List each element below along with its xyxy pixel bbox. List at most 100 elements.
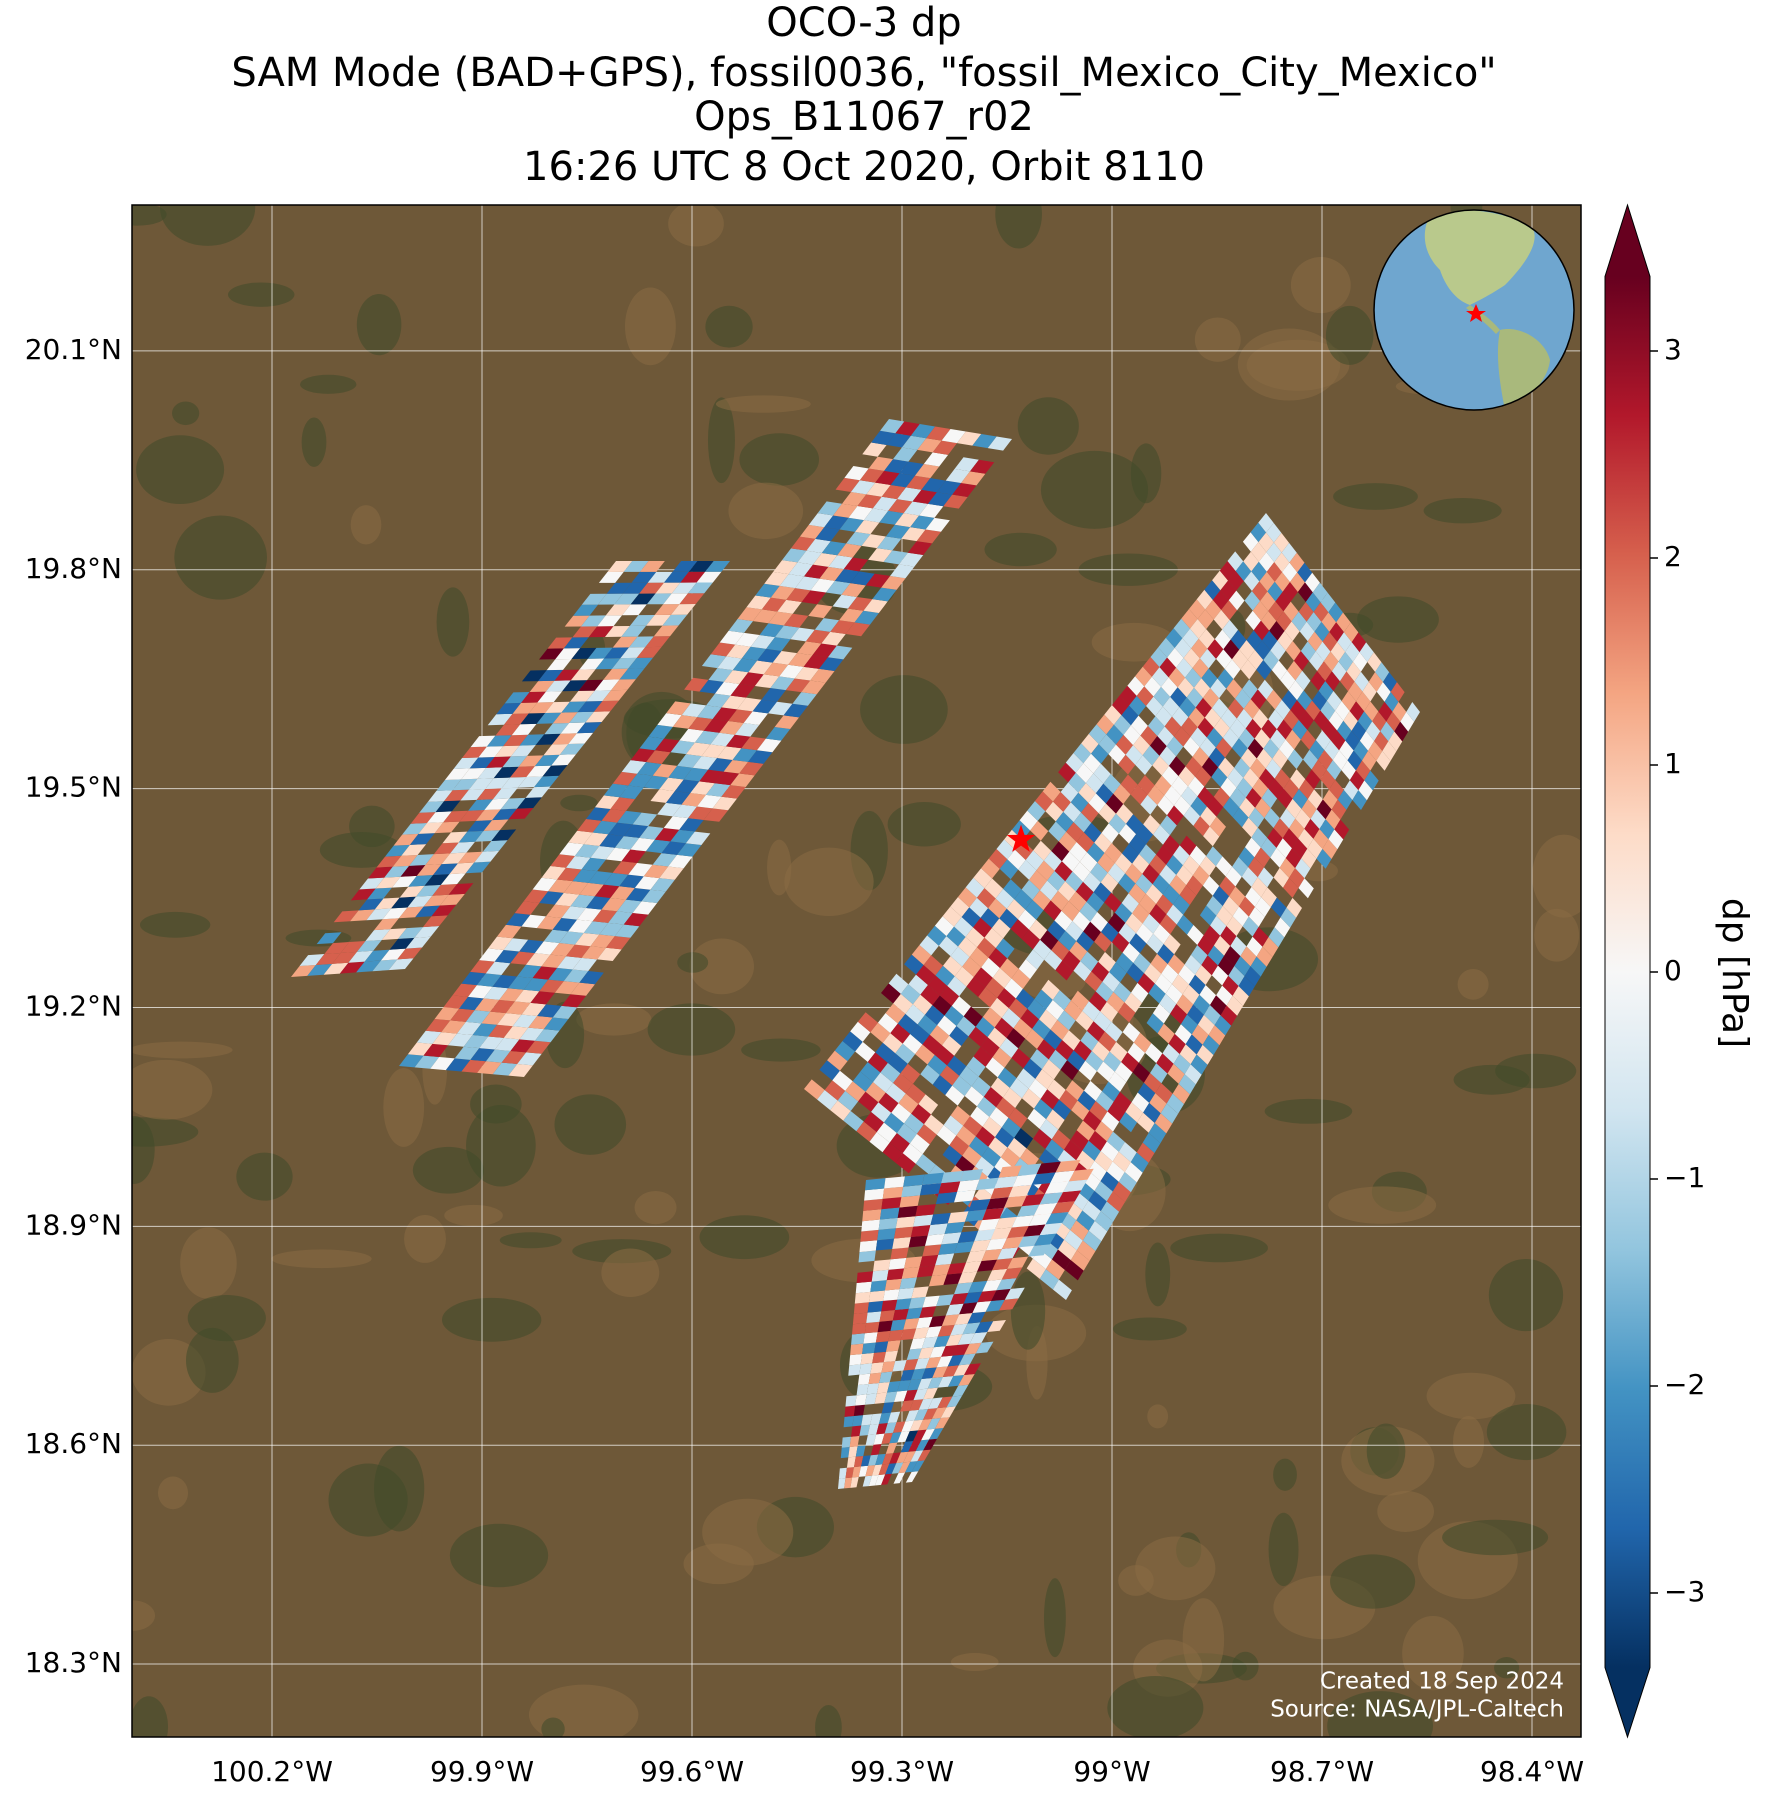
sounding-cell (554, 669, 580, 681)
sounding-cell (1089, 991, 1107, 1012)
sounding-cell (1270, 897, 1287, 918)
sounding-cell (996, 1097, 1016, 1118)
sounding-cell (614, 593, 640, 605)
sounding-cell (1199, 737, 1216, 758)
sounding-cell (1118, 1171, 1137, 1193)
sounding-cell (1297, 582, 1313, 602)
sounding-cell (791, 536, 816, 551)
sounding-cell (932, 995, 952, 1016)
sounding-cell (985, 977, 1005, 998)
sounding-cell (995, 1216, 1017, 1230)
sounding-cell (391, 875, 417, 888)
sounding-cell (1079, 901, 1098, 922)
sounding-cell (943, 1115, 964, 1136)
sounding-cell (1147, 716, 1165, 736)
sounding-cell (1114, 902, 1133, 923)
sounding-cell (929, 1428, 944, 1440)
x-tick-label: 100.2°W (211, 1755, 333, 1788)
sounding-cell (1325, 671, 1340, 691)
terrain-patch (1377, 1490, 1434, 1532)
sounding-cell (962, 1146, 982, 1167)
sounding-cell (650, 878, 675, 892)
sounding-cell (409, 854, 434, 866)
sounding-cell (1015, 988, 1035, 1009)
sounding-cell (750, 635, 776, 649)
title-line: SAM Mode (BAD+GPS), fossil0036, "fossil_… (231, 50, 1496, 96)
sounding-cell (982, 1007, 1002, 1028)
sounding-cell (1084, 1080, 1103, 1101)
sounding-cell (884, 1278, 902, 1291)
sounding-cell (1257, 867, 1274, 888)
sounding-cell (960, 1169, 983, 1182)
sounding-cell (939, 1065, 960, 1086)
sounding-cell (889, 1452, 901, 1464)
sounding-cell (871, 1464, 883, 1476)
sounding-cell (694, 730, 720, 745)
sounding-cell (894, 1390, 908, 1403)
sounding-cell (862, 442, 887, 457)
sounding-cell (858, 1250, 876, 1263)
sounding-cell (606, 936, 631, 950)
sounding-cell (877, 1228, 896, 1241)
sounding-cell (1125, 1102, 1144, 1123)
sounding-cell (541, 954, 566, 968)
sounding-cell (862, 1209, 882, 1222)
sounding-cell (1302, 749, 1318, 770)
sounding-cell (486, 735, 512, 747)
sounding-cell (848, 1446, 858, 1458)
sounding-cell (723, 670, 749, 684)
sounding-cell (1269, 621, 1285, 641)
sounding-cell (1205, 599, 1222, 620)
sounding-cell (1279, 808, 1296, 829)
sounding-cell (936, 1355, 953, 1368)
sounding-cell (485, 961, 511, 975)
sounding-cell (681, 793, 706, 807)
terrain-patch (499, 1232, 562, 1249)
sounding-cell (1239, 797, 1256, 818)
sounding-cell (898, 1093, 919, 1114)
sounding-cell (1200, 806, 1217, 827)
sounding-cell (1126, 814, 1144, 835)
sounding-cell (1029, 919, 1048, 940)
sounding-cell (474, 850, 500, 863)
sounding-cell (1312, 690, 1327, 711)
sounding-cell (1094, 1151, 1113, 1172)
sounding-cell (1106, 1191, 1125, 1212)
sounding-cell (1195, 965, 1212, 986)
sounding-cell (1202, 875, 1220, 896)
sounding-cell (1182, 628, 1199, 649)
sounding-cell (1214, 1015, 1232, 1036)
sounding-cell (557, 867, 582, 882)
terrain-patch (601, 1248, 660, 1297)
sounding-cell (517, 1052, 542, 1066)
sounding-cell (433, 863, 458, 875)
sounding-cell (719, 630, 745, 645)
sounding-cell (1326, 691, 1342, 711)
sounding-cell (873, 1433, 885, 1445)
sounding-cell (1382, 672, 1397, 692)
sounding-cell (1351, 721, 1367, 741)
sounding-cell (797, 550, 822, 565)
sounding-cell (1242, 532, 1259, 552)
sounding-cell (879, 1310, 896, 1322)
terrain-patch (624, 287, 676, 366)
sounding-cell (1083, 753, 1101, 774)
sounding-cell (1070, 1250, 1090, 1271)
sounding-cell (925, 1233, 945, 1246)
sounding-cell (987, 436, 1012, 451)
sounding-cell (954, 916, 974, 937)
sounding-cell (1070, 1130, 1089, 1151)
sounding-cell (874, 1341, 889, 1353)
sounding-cell (1256, 748, 1273, 769)
sounding-cell (911, 945, 932, 966)
sounding-cell (1011, 1048, 1031, 1069)
sounding-cell (566, 855, 591, 870)
sounding-cell (1228, 965, 1245, 986)
sounding-cell (1128, 883, 1146, 904)
sounding-cell (1027, 999, 1046, 1020)
sounding-cell (1107, 912, 1126, 933)
sounding-cell (1382, 741, 1397, 761)
sounding-cell (1298, 828, 1314, 849)
sounding-cell (867, 1423, 879, 1436)
sounding-cell (1277, 631, 1293, 651)
